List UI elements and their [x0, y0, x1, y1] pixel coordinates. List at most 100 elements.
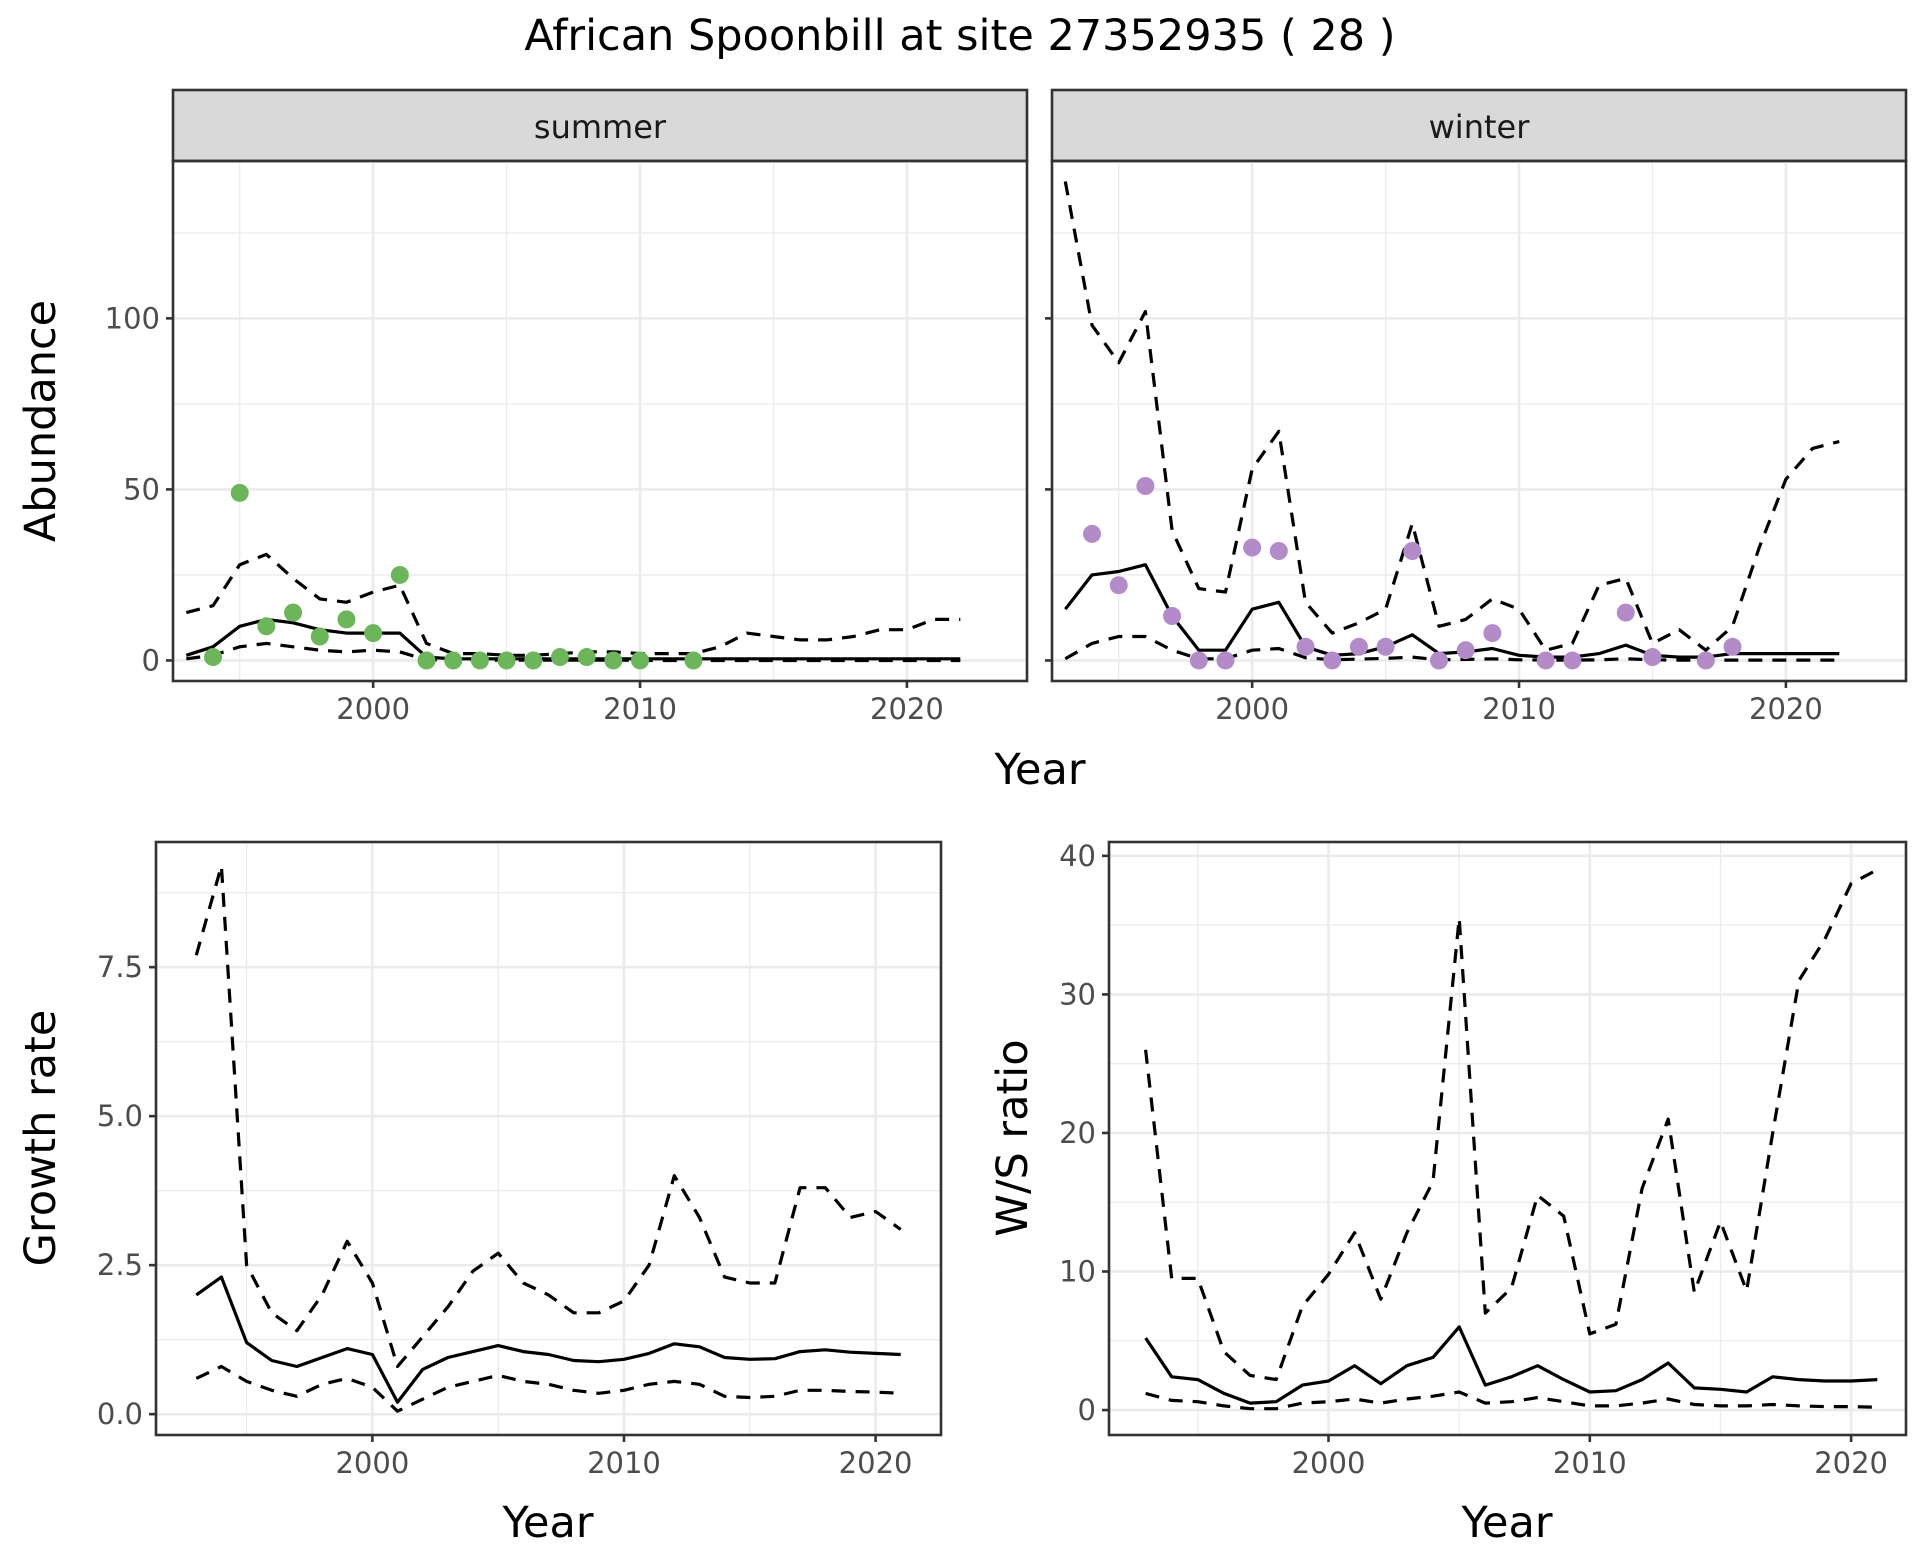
winter-x-tick-label: 2020 — [1749, 692, 1823, 726]
winter-panel-border — [1050, 159, 1908, 683]
growth-x-tick-label: 2000 — [335, 1446, 409, 1480]
summer-upper-bound-line — [185, 552, 961, 657]
ws-ratio-panel: 2000 2010 2020 0 10 20 30 40 — [1059, 839, 1908, 1480]
winter-observed-point — [1563, 651, 1582, 670]
summer-observed-point — [631, 651, 650, 670]
top-x-axis-title: Year — [993, 745, 1085, 795]
summer-observed-point — [284, 603, 303, 622]
ws-axes: 2000 2010 2020 0 10 20 30 40 — [1059, 839, 1888, 1480]
winter-observed-point — [1296, 637, 1315, 656]
ws-y-tick-label: 30 — [1059, 977, 1096, 1011]
winter-observed-point — [1349, 637, 1368, 656]
summer-observed-point — [230, 483, 249, 502]
summer-observed-point — [417, 651, 436, 670]
ws-x-tick-label: 2020 — [1814, 1446, 1888, 1480]
winter-series — [1063, 181, 1840, 670]
summer-x-tick-label: 2000 — [336, 692, 410, 726]
growth-axes: 2000 2010 2020 0.0 2.5 5.0 7.5 — [97, 950, 913, 1480]
ws-y-axis-title: W/S ratio — [988, 1039, 1038, 1236]
winter-observed-point — [1243, 538, 1262, 557]
summer-fitted-line — [185, 617, 961, 661]
growth-grid — [156, 842, 941, 1435]
ws-fitted-line — [1144, 1325, 1878, 1405]
top-y-axis-title: Abundance — [16, 300, 66, 542]
winter-observed-point — [1376, 637, 1395, 656]
summer-observed-point — [257, 617, 276, 636]
ws-upper-bound-line — [1144, 868, 1879, 1382]
growth-x-axis-title: Year — [501, 1498, 593, 1548]
summer-grid — [173, 161, 1027, 681]
growth-y-axis-title: Growth rate — [16, 1010, 66, 1267]
summer-y-tick-label: 100 — [105, 301, 160, 335]
summer-observed-point — [524, 651, 543, 670]
summer-x-tick-label: 2010 — [603, 692, 677, 726]
growth-y-tick-label: 7.5 — [97, 950, 143, 984]
growth-panel-border — [154, 840, 943, 1437]
growth-series — [194, 864, 902, 1413]
growth-lower-bound-line — [195, 1364, 901, 1413]
summer-observed-point — [310, 627, 329, 646]
winter-observed-point — [1403, 542, 1422, 560]
ws-lower-bound-line — [1145, 1390, 1878, 1411]
winter-x-tick-label: 2010 — [1482, 692, 1556, 726]
summer-observed-point — [444, 651, 463, 670]
winter-x-tick-label: 2000 — [1215, 692, 1289, 726]
growth-y-tick-label: 2.5 — [97, 1248, 143, 1282]
ws-x-tick-label: 2000 — [1292, 1446, 1366, 1480]
chart-title: African Spoonbill at site 27352935 ( 28 … — [524, 11, 1395, 61]
summer-x-tick-label: 2020 — [870, 692, 944, 726]
ws-y-tick-label: 0 — [1078, 1393, 1096, 1427]
winter-observed-point — [1723, 637, 1742, 656]
ws-y-tick-label: 40 — [1059, 839, 1096, 873]
growth-x-tick-label: 2010 — [587, 1446, 661, 1480]
winter-observed-point — [1216, 651, 1235, 670]
winter-observed-point — [1536, 651, 1555, 670]
ws-y-tick-label: 20 — [1059, 1116, 1096, 1150]
summer-observed-point — [204, 648, 223, 667]
summer-observed-point — [364, 624, 383, 643]
ws-series — [1144, 868, 1879, 1411]
winter-grid — [1052, 161, 1906, 681]
ws-x-axis-title: Year — [1460, 1498, 1552, 1548]
winter-observed-point — [1189, 651, 1208, 670]
summer-axes: 2000 2010 2020 0 50 100 — [105, 301, 944, 726]
winter-observed-point — [1323, 651, 1342, 670]
summer-y-tick-label: 50 — [123, 472, 160, 506]
summer-observed-point — [604, 651, 623, 670]
ws-panel-border — [1107, 840, 1908, 1437]
growth-fitted-line — [195, 1275, 901, 1404]
winter-observed-point — [1109, 576, 1128, 595]
winter-observed-point — [1269, 542, 1288, 560]
summer-observed-point — [550, 648, 569, 667]
summer-facet-strip — [171, 88, 1029, 163]
summer-observed-point — [390, 565, 409, 584]
ws-grid — [1109, 842, 1906, 1435]
winter-observed-point — [1456, 641, 1475, 660]
summer-facet-label: summer — [534, 108, 667, 146]
winter-observed-point — [1136, 477, 1155, 495]
winter-axes: 2000 2010 2020 — [1045, 317, 1823, 726]
summer-observed-point — [497, 651, 516, 670]
summer-observed-point — [470, 651, 489, 670]
growth-x-tick-label: 2020 — [839, 1446, 913, 1480]
winter-facet-label: winter — [1429, 108, 1531, 146]
winter-abundance-panel: winter 2000 2010 2020 — [1045, 88, 1908, 726]
summer-observed-point — [684, 651, 703, 670]
summer-observed-point — [337, 610, 356, 629]
growth-upper-bound-line — [194, 864, 902, 1369]
summer-abundance-panel: summer 2000 2010 2020 0 50 100 — [105, 88, 1029, 726]
winter-facet-strip — [1050, 88, 1908, 163]
winter-observed-point — [1643, 648, 1662, 667]
summer-panel-border — [171, 159, 1029, 683]
winter-observed-point — [1083, 524, 1102, 543]
ws-x-tick-label: 2010 — [1553, 1446, 1627, 1480]
winter-observed-point — [1696, 651, 1715, 670]
growth-y-tick-label: 0.0 — [97, 1397, 143, 1431]
summer-observed-point — [577, 648, 596, 667]
winter-observed-point — [1483, 624, 1502, 643]
winter-observed-point — [1163, 607, 1182, 625]
winter-observed-point — [1429, 651, 1448, 670]
growth-y-tick-label: 5.0 — [97, 1099, 143, 1133]
